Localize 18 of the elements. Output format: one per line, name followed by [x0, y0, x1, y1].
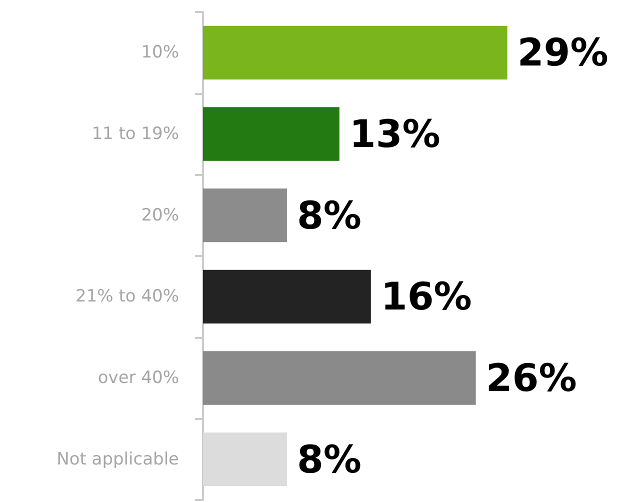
- bar: [203, 270, 371, 324]
- data-label: 8%: [296, 193, 362, 238]
- bar: [203, 26, 508, 80]
- y-tick-label: 21% to 40%: [76, 286, 179, 307]
- bar: [203, 107, 340, 161]
- y-tick-label: 10%: [141, 42, 179, 63]
- data-label: 29%: [517, 30, 608, 75]
- bar: [203, 432, 287, 486]
- y-tick-label: over 40%: [98, 368, 179, 388]
- data-label: 13%: [349, 112, 440, 156]
- data-label: 16%: [380, 274, 472, 319]
- bar: [203, 351, 476, 405]
- y-tick-label: 20%: [141, 205, 179, 226]
- bar: [203, 188, 287, 242]
- data-label: 8%: [296, 437, 362, 482]
- y-tick-label: Not applicable: [56, 449, 179, 470]
- y-tick-label: 11 to 19%: [92, 124, 179, 144]
- data-label: 26%: [486, 356, 577, 400]
